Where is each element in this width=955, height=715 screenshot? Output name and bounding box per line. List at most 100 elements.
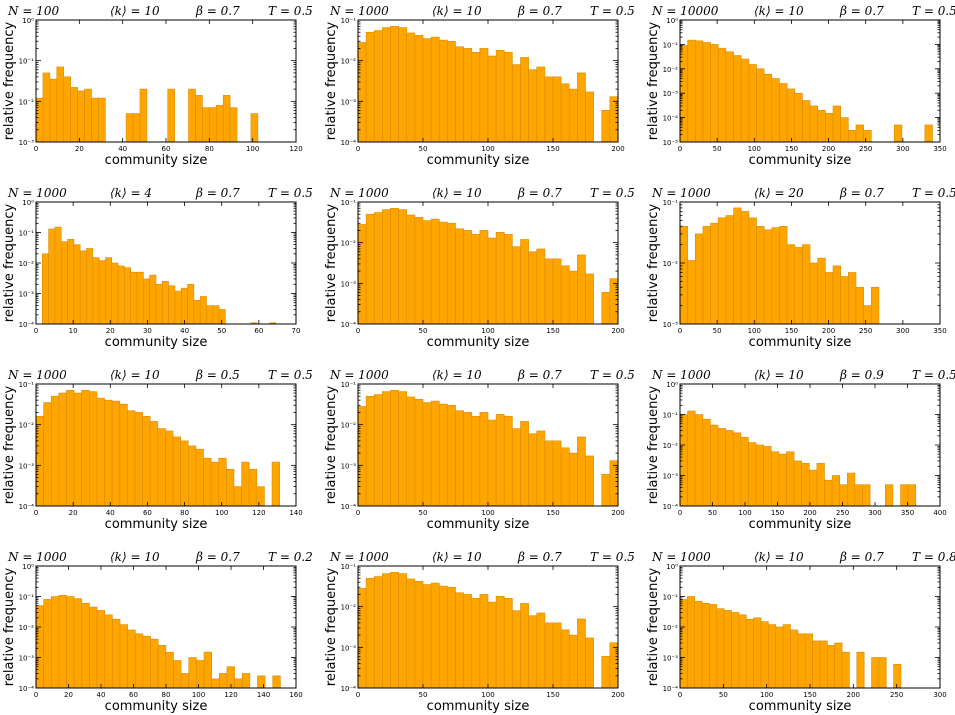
x-tick-label: 300 bbox=[933, 691, 946, 699]
y-tick-label: 10⁻¹ bbox=[341, 17, 357, 25]
panel-6: N = 1000 ⟨k⟩ = 20 β = 0.7 T = 0.5 0 50 100 150 2… bbox=[646, 186, 955, 350]
histogram-bar bbox=[119, 403, 128, 507]
histogram-bar bbox=[79, 250, 87, 325]
x-tick-label: 70 bbox=[292, 327, 301, 335]
x-axis-label: community size bbox=[427, 153, 530, 168]
y-tick-label: 10⁻³ bbox=[341, 98, 357, 106]
param-N: N = 100 bbox=[7, 4, 59, 18]
x-tick-label: 200 bbox=[611, 509, 624, 517]
histogram-bar bbox=[544, 258, 554, 325]
histogram-bar bbox=[382, 209, 391, 325]
histogram-bar bbox=[84, 88, 92, 143]
param-N: N = 1000 bbox=[651, 186, 711, 200]
param-beta: β = 0.7 bbox=[517, 186, 562, 200]
histogram-bar bbox=[840, 276, 849, 325]
histogram-bar bbox=[717, 428, 726, 507]
histogram-bar bbox=[212, 305, 220, 325]
y-axis-label: relative frequency bbox=[324, 204, 339, 323]
histogram-bar bbox=[568, 634, 578, 689]
x-tick-label: 20 bbox=[106, 327, 115, 335]
histogram-bar bbox=[528, 615, 538, 689]
histogram-bar bbox=[520, 603, 529, 689]
y-tick-label: 10⁻³ bbox=[341, 280, 357, 288]
y-tick-label: 10⁻³ bbox=[341, 644, 357, 652]
histogram-bar bbox=[552, 622, 562, 689]
histogram-bar bbox=[463, 594, 473, 689]
histogram-bar bbox=[248, 468, 258, 507]
histogram-bar bbox=[495, 595, 505, 689]
x-tick-label: 40 bbox=[97, 691, 106, 699]
histogram-bar bbox=[544, 622, 554, 689]
x-tick-label: 160 bbox=[289, 691, 302, 699]
histogram-bar bbox=[487, 237, 497, 325]
x-tick-label: 100 bbox=[481, 509, 494, 517]
histogram-bar bbox=[188, 657, 197, 689]
panel-11: N = 1000 ⟨k⟩ = 10 β = 0.7 T = 0.5 0 50 100 150 2… bbox=[324, 550, 635, 714]
y-tick-label: 10⁻⁴ bbox=[341, 685, 357, 693]
histogram-bar bbox=[753, 617, 762, 689]
x-axis-label: community size bbox=[749, 153, 852, 168]
histogram-bar bbox=[701, 602, 710, 689]
histogram-bar bbox=[414, 217, 424, 325]
histogram-bar bbox=[43, 402, 52, 507]
x-axis-label: community size bbox=[749, 699, 852, 714]
histogram-bar bbox=[455, 228, 464, 325]
x-axis-label: community size bbox=[105, 153, 208, 168]
x-tick-label: 40 bbox=[180, 327, 189, 335]
y-tick-label: 10⁻² bbox=[663, 624, 679, 632]
histogram-bar bbox=[206, 305, 214, 325]
histogram-bar bbox=[139, 88, 148, 143]
param-T: T = 0.5 bbox=[912, 186, 955, 200]
histogram-bar bbox=[560, 265, 570, 325]
x-axis-label: community size bbox=[749, 335, 852, 350]
histogram-bar bbox=[793, 460, 802, 507]
x-tick-label: 0 bbox=[34, 327, 38, 335]
histogram-bar bbox=[66, 389, 75, 507]
histogram-bar bbox=[745, 618, 754, 689]
x-tick-label: 50 bbox=[719, 691, 728, 699]
histogram-bar bbox=[398, 209, 408, 325]
histogram-bar bbox=[471, 52, 481, 143]
x-tick-label: 80 bbox=[205, 145, 214, 153]
histogram-bar bbox=[422, 38, 432, 143]
histogram-bar bbox=[479, 230, 489, 325]
histogram-bar bbox=[770, 451, 780, 507]
histogram-bar bbox=[56, 66, 65, 143]
histogram-bar bbox=[130, 271, 138, 325]
histogram-bar bbox=[568, 270, 578, 325]
histogram-bar bbox=[802, 100, 811, 143]
plot-frame bbox=[679, 19, 941, 143]
histogram-bar bbox=[203, 457, 212, 507]
histogram-bar bbox=[196, 660, 205, 689]
y-tick-label: 10⁻³ bbox=[663, 655, 679, 663]
y-axis-label: relative frequency bbox=[2, 204, 17, 323]
x-tick-label: 350 bbox=[933, 145, 946, 153]
histogram-bar bbox=[167, 88, 175, 143]
histogram-bar bbox=[382, 573, 391, 689]
histogram-bar bbox=[687, 596, 696, 689]
histogram-bar bbox=[134, 633, 144, 689]
histogram-bar bbox=[804, 633, 813, 689]
histogram-bar bbox=[748, 442, 757, 507]
x-tick-label: 80 bbox=[162, 691, 171, 699]
x-tick-label: 0 bbox=[356, 327, 360, 335]
histogram-bar bbox=[390, 208, 399, 325]
histogram-bar bbox=[422, 402, 432, 507]
histogram-bar bbox=[35, 416, 44, 507]
histogram-bar bbox=[779, 225, 788, 325]
panel-4: N = 1000 ⟨k⟩ = 4 β = 0.7 T = 0.5 0 10 20 30 40 50… bbox=[2, 186, 313, 350]
histogram-bar bbox=[222, 95, 231, 143]
histogram-bar bbox=[725, 215, 734, 325]
x-tick-label: 40 bbox=[118, 145, 127, 153]
y-tick-label: 10⁻¹ bbox=[19, 58, 35, 66]
histogram-bar bbox=[479, 48, 489, 143]
histogram-bar bbox=[414, 35, 424, 143]
y-axis-label: relative frequency bbox=[646, 22, 661, 141]
histogram-bar bbox=[797, 633, 806, 689]
x-tick-label: 80 bbox=[180, 509, 189, 517]
y-tick-label: 10⁻⁴ bbox=[663, 685, 679, 693]
histogram-bar bbox=[560, 447, 570, 507]
x-tick-label: 50 bbox=[419, 509, 428, 517]
histogram-bar bbox=[35, 97, 44, 143]
histogram-bar bbox=[601, 474, 611, 507]
